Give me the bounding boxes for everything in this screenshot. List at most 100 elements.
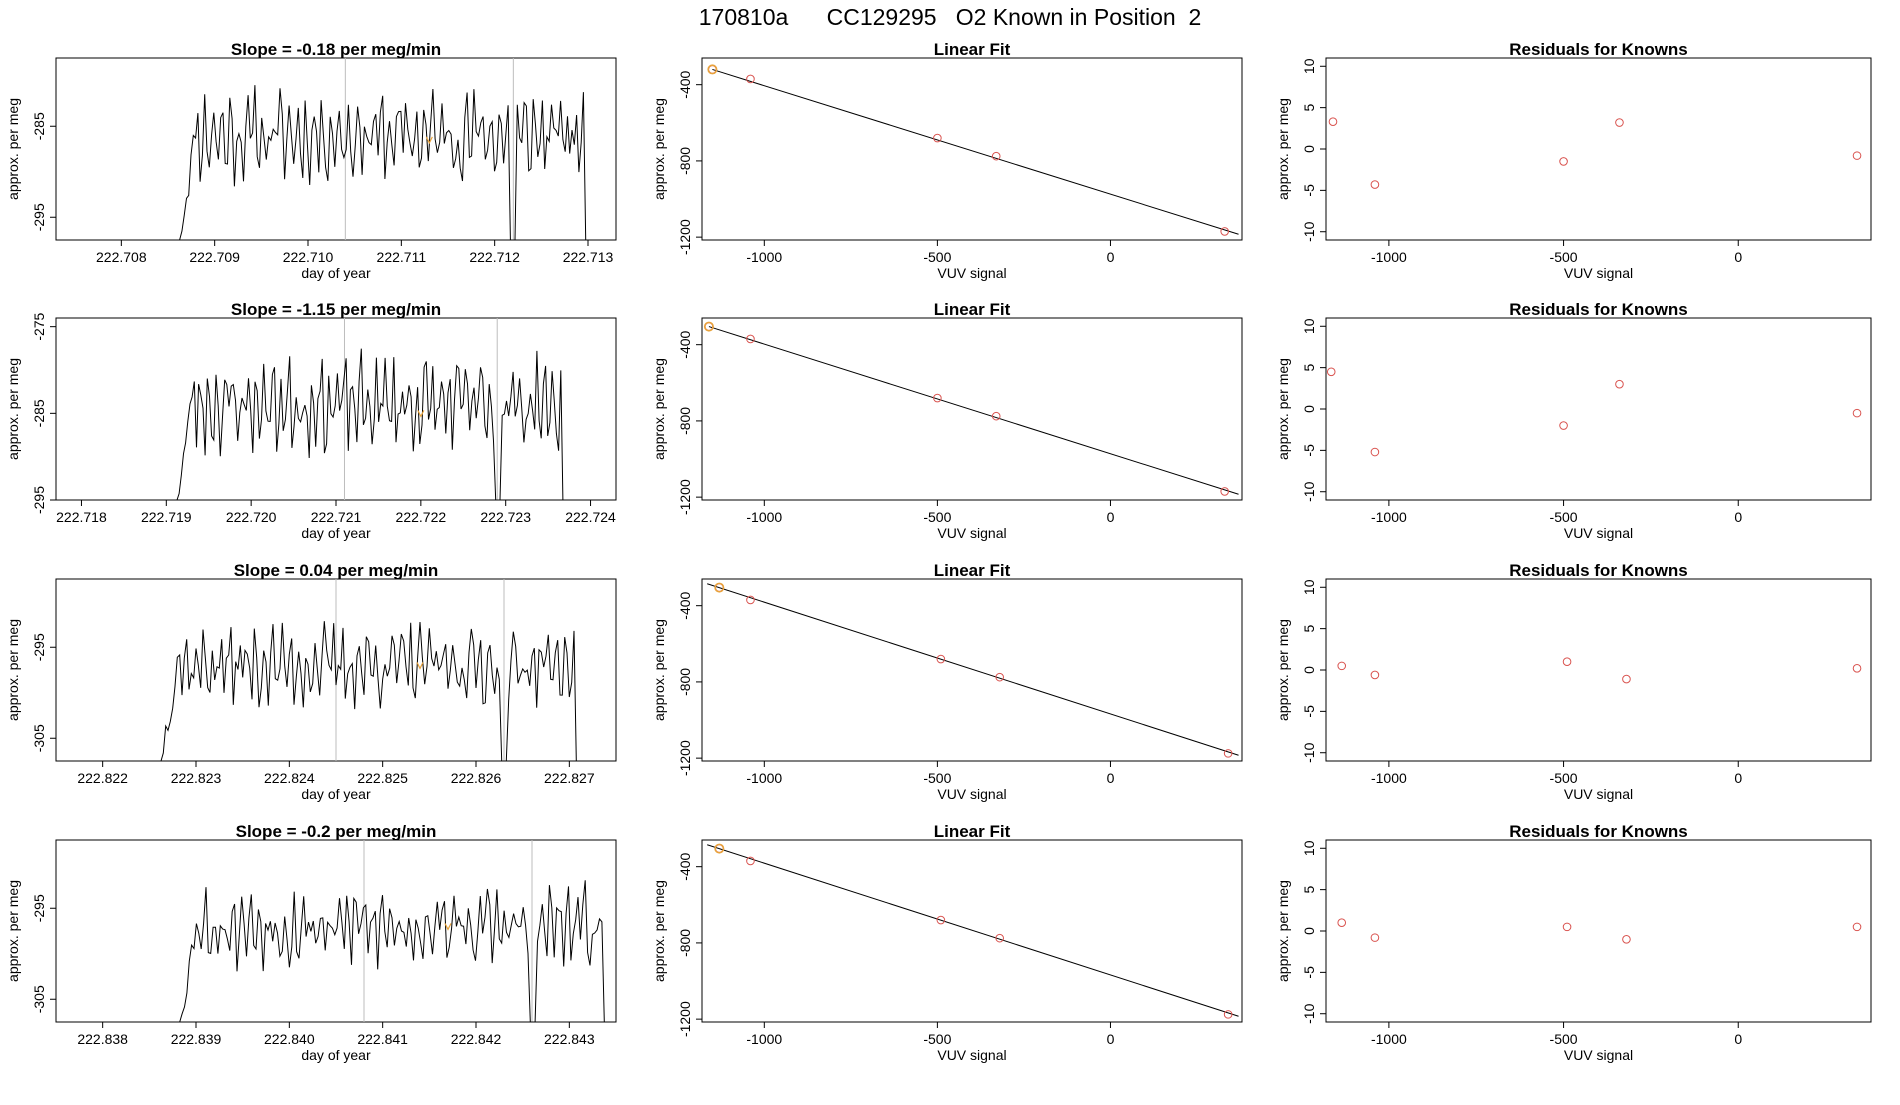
panel-title: Linear Fit [934, 300, 1011, 319]
time-series-line [174, 348, 566, 501]
panel-1-1: Slope = -0.18 per meg/min 222.708 222.709 2… [5, 40, 617, 281]
y-tick-label: 5 [1301, 104, 1317, 112]
y-tick-label: 5 [1301, 625, 1317, 633]
data-point [1559, 157, 1568, 166]
x-axis-label: VUV signal [937, 265, 1006, 281]
data-point [1615, 118, 1624, 127]
x-axis-label: VUV signal [937, 786, 1006, 802]
y-tick-label: -5 [1301, 966, 1317, 979]
highlight-point [703, 321, 714, 332]
y-tick-label: -5 [1301, 444, 1317, 457]
y-axis-label: approx. per meg [651, 880, 667, 982]
panel-2-3: Residuals for Knowns -1000 -500 0 10 5 0 -5 -10 V… [1275, 300, 1872, 541]
data-point [1852, 408, 1862, 418]
y-tick-label: 10 [1301, 318, 1317, 334]
y-tick-label: -5 [1301, 184, 1317, 197]
y-tick-label: -1200 [677, 740, 693, 776]
x-axis-label: day of year [301, 265, 371, 281]
time-series-line [177, 85, 588, 241]
data-point [1326, 367, 1336, 377]
x-tick-label: 222.839 [171, 1031, 222, 1047]
data-point [1220, 487, 1229, 496]
figure-title: 170810a CC129295 O2 Known in Position 2 [698, 4, 1202, 30]
y-axis-label: approx. per meg [5, 98, 21, 200]
x-tick-label: 0 [1107, 770, 1115, 786]
panel-title: Linear Fit [934, 40, 1011, 59]
panel-2-1: Slope = -1.15 per meg/min 222.718 222.719 2… [5, 300, 617, 541]
data-point [1337, 661, 1347, 671]
y-tick-label: -10 [1301, 742, 1317, 762]
y-tick-label: -305 [31, 724, 47, 752]
x-axis-label: VUV signal [937, 525, 1006, 541]
data-point [1370, 933, 1380, 942]
panel-4-1: Slope = -0.2 per meg/min 222.838 222.839 22… [5, 822, 617, 1063]
x-tick-label: 0 [1107, 249, 1115, 265]
y-tick-label: -400 [677, 330, 693, 358]
x-tick-label: -500 [923, 509, 951, 525]
data-point [1852, 664, 1862, 673]
data-point [746, 856, 755, 866]
highlight-point [714, 843, 725, 854]
x-axis-label: VUV signal [937, 1047, 1006, 1063]
y-tick-label: -305 [31, 985, 47, 1013]
data-point [1220, 227, 1229, 236]
data-point [1370, 180, 1380, 189]
x-tick-label: 0 [1734, 509, 1742, 525]
panel-title: Residuals for Knowns [1509, 561, 1688, 580]
time-series-line [158, 621, 579, 762]
y-tick-label: -800 [677, 929, 693, 957]
data-point [1370, 447, 1380, 457]
panel-3-2: Linear Fit -1000 -500 0 -400 -800 -1200 VUV sig… [651, 561, 1243, 802]
y-tick-label: -295 [31, 633, 47, 661]
panel-1-2: Linear Fit -1000 -500 0 -400 -800 -1200 VUV sig… [651, 40, 1243, 281]
x-axis-label: VUV signal [1564, 525, 1633, 541]
data-point [1562, 922, 1572, 932]
data-point [933, 133, 942, 143]
y-tick-label: 0 [1301, 666, 1317, 674]
panel-title: Linear Fit [934, 822, 1011, 841]
x-tick-label: 222.826 [451, 770, 502, 786]
y-tick-label: -10 [1301, 221, 1317, 241]
data-point [1559, 421, 1568, 430]
y-tick-label: -5 [1301, 705, 1317, 718]
plot-frame [55, 57, 617, 241]
plot-frame [701, 57, 1243, 241]
y-tick-label: -275 [31, 312, 47, 340]
y-tick-label: -400 [677, 70, 693, 98]
y-axis-label: approx. per meg [5, 619, 21, 721]
data-point [995, 672, 1004, 682]
panel-3-3: Residuals for Knowns -1000 -500 0 10 5 0 -5 -10 V… [1275, 561, 1872, 802]
x-tick-label: 0 [1107, 1031, 1115, 1047]
x-tick-label: 222.721 [311, 509, 362, 525]
plot-frame [701, 839, 1243, 1023]
x-tick-label: 222.708 [96, 249, 147, 265]
x-tick-label: 222.824 [264, 770, 315, 786]
x-tick-label: 222.719 [141, 509, 192, 525]
panel-3-1: Slope = 0.04 per meg/min 222.822 222.823 22… [5, 561, 617, 802]
y-tick-label: -400 [677, 852, 693, 880]
x-tick-label: -1000 [1371, 770, 1407, 786]
y-tick-label: -10 [1301, 1003, 1317, 1023]
x-tick-label: 0 [1107, 509, 1115, 525]
x-tick-label: -500 [923, 770, 951, 786]
plot-frame [701, 317, 1243, 501]
y-axis-label: approx. per meg [651, 358, 667, 460]
x-tick-label: -1000 [1371, 249, 1407, 265]
panel-title: Residuals for Knowns [1509, 300, 1688, 319]
highlight-point [707, 64, 718, 75]
data-point [936, 915, 946, 925]
y-tick-label: -800 [677, 407, 693, 435]
x-axis-label: day of year [301, 1047, 371, 1063]
x-tick-label: 222.718 [56, 509, 107, 525]
x-tick-label: -500 [1550, 770, 1578, 786]
data-point [936, 654, 946, 664]
x-tick-label: 0 [1734, 770, 1742, 786]
x-tick-label: 222.720 [226, 509, 277, 525]
y-tick-label: -400 [677, 591, 693, 619]
data-point [746, 334, 755, 344]
y-axis-label: approx. per meg [1275, 619, 1291, 721]
data-point [1615, 379, 1624, 389]
panel-title: Slope = -0.18 per meg/min [231, 40, 441, 59]
y-tick-label: 0 [1301, 145, 1317, 153]
